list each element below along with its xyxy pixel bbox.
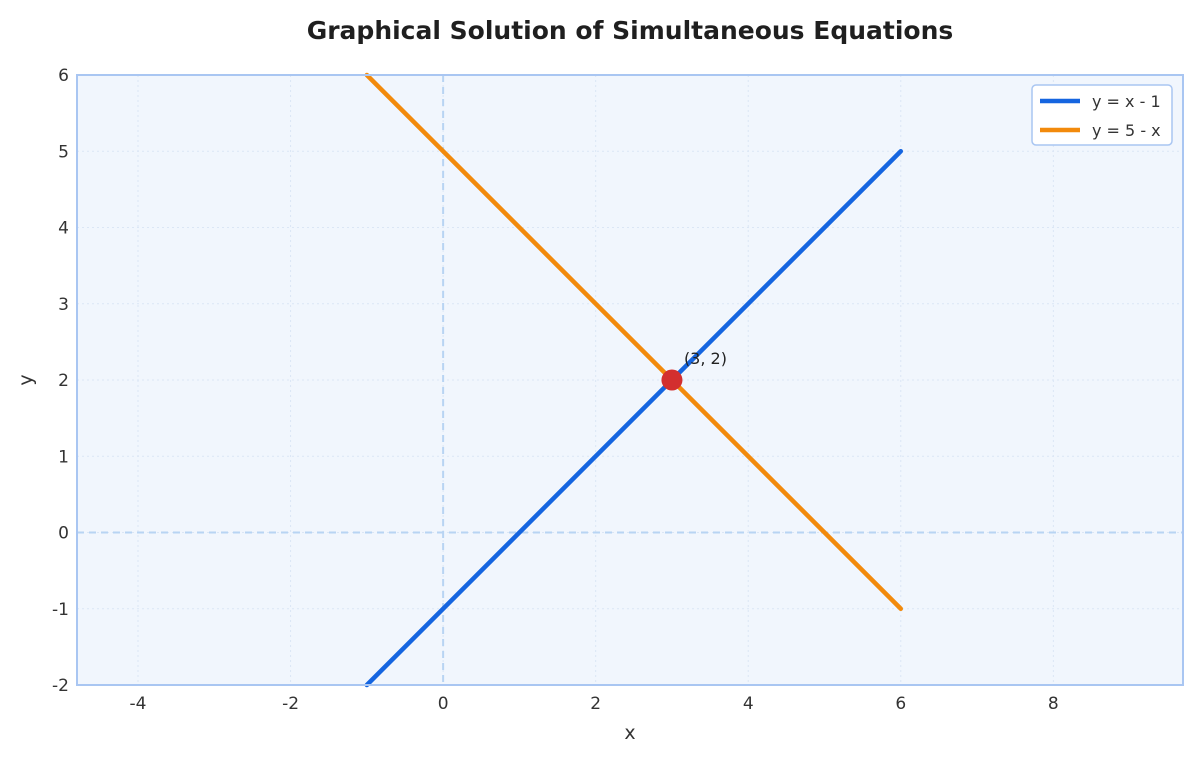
reference-lines xyxy=(77,75,1183,685)
y-tick-label: 6 xyxy=(58,66,69,86)
y-tick-label: 3 xyxy=(58,295,69,315)
y-tick-label: -2 xyxy=(52,676,69,696)
series-line-2 xyxy=(364,72,904,611)
y-tick-labels: -2 -1 0 1 2 3 4 5 6 xyxy=(52,66,69,696)
x-tick-label: 0 xyxy=(438,694,449,714)
y-tick-label: 4 xyxy=(58,219,69,239)
points-layer: (3, 2) xyxy=(661,349,727,391)
y-tick-label: -1 xyxy=(52,600,69,620)
x-tick-label: -4 xyxy=(130,694,147,714)
series-layer xyxy=(364,72,904,688)
plot-border xyxy=(76,74,1184,686)
chart-title: Graphical Solution of Simultaneous Equat… xyxy=(307,16,954,45)
x-tick-label: 4 xyxy=(743,694,754,714)
x-tick-label: 8 xyxy=(1048,694,1059,714)
y-tick-label: 2 xyxy=(58,371,69,391)
series-line-1 xyxy=(364,149,904,688)
legend-label-1: y = x - 1 xyxy=(1092,92,1161,111)
y-tick-label: 1 xyxy=(58,447,69,467)
x-tick-label: 6 xyxy=(895,694,906,714)
x-tick-label: 2 xyxy=(590,694,601,714)
legend: y = x - 1 y = 5 - x xyxy=(1031,84,1173,146)
legend-label-2: y = 5 - x xyxy=(1092,121,1161,140)
y-tick-label: 0 xyxy=(58,524,69,544)
y-tick-label: 5 xyxy=(58,142,69,162)
intersection-point xyxy=(661,369,683,391)
x-tick-label: -2 xyxy=(282,694,299,714)
intersection-label: (3, 2) xyxy=(684,349,727,368)
x-tick-labels: -4 -2 0 2 4 6 8 xyxy=(130,694,1059,714)
y-axis-label: y xyxy=(15,374,37,385)
x-axis-label: x xyxy=(624,722,635,744)
